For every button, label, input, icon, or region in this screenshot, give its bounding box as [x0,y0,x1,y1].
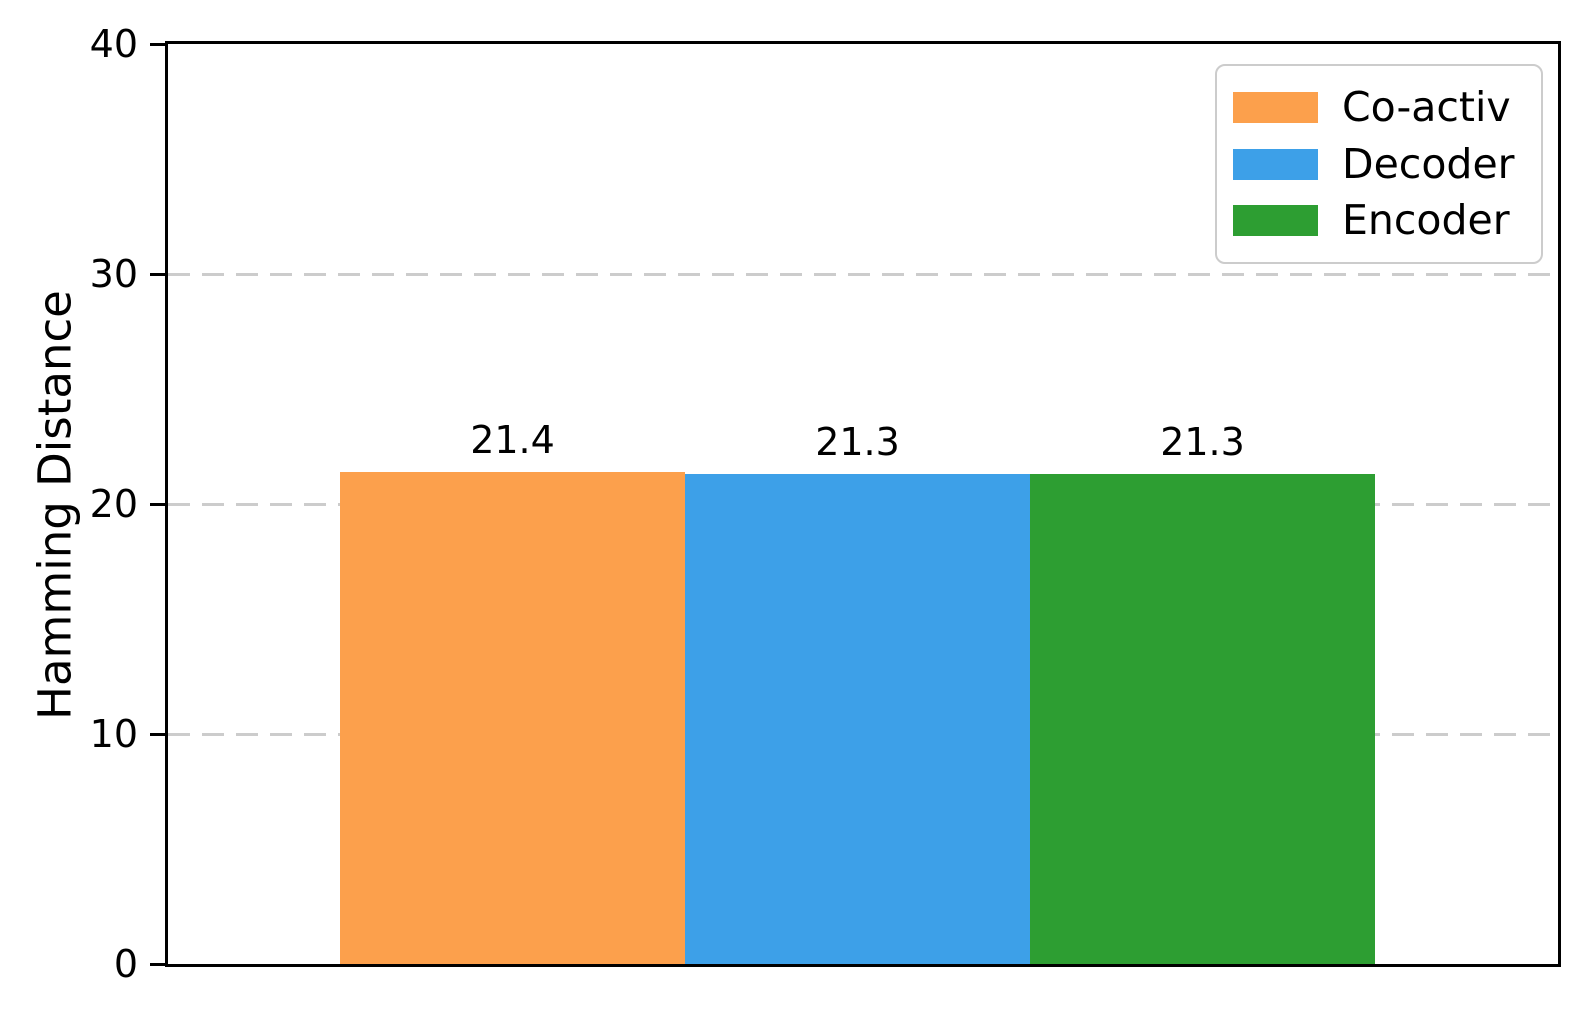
y-tick-40 [150,42,165,46]
bar-encoder [1030,474,1375,964]
legend-entry-encoder: Encoder [1217,195,1541,244]
gridline-y-30 [168,272,1558,276]
legend-entry-co-activ: Co-activ [1217,87,1541,128]
legend-swatch-encoder [1233,204,1318,236]
y-tick-10 [150,732,165,736]
y-tick-30 [150,272,165,276]
bar-decoder [685,474,1030,964]
legend-swatch-decoder [1233,148,1318,180]
legend-label-encoder: Encoder [1342,195,1510,244]
y-tick-label-40: 40 [89,22,138,66]
bar-value-label: 21.3 [1160,420,1245,465]
y-tick-label-30: 30 [89,252,138,296]
legend-entry-decoder: Decoder [1217,139,1541,188]
plot-area [168,44,1558,964]
y-tick-label-10: 10 [89,712,138,756]
bar-co-activ [340,471,685,964]
legend-swatch-co-activ [1233,92,1318,124]
legend: Co-activ Decoder Encoder [1215,64,1543,264]
y-tick-label-0: 0 [113,942,138,986]
bar-value-label: 21.4 [470,418,555,463]
legend-label-co-activ: Co-activ [1342,83,1511,132]
y-tick-0 [150,962,165,966]
legend-label-decoder: Decoder [1342,139,1515,188]
y-tick-20 [150,502,165,506]
bar-value-label: 21.3 [815,420,900,465]
y-tick-label-20: 20 [89,482,138,526]
